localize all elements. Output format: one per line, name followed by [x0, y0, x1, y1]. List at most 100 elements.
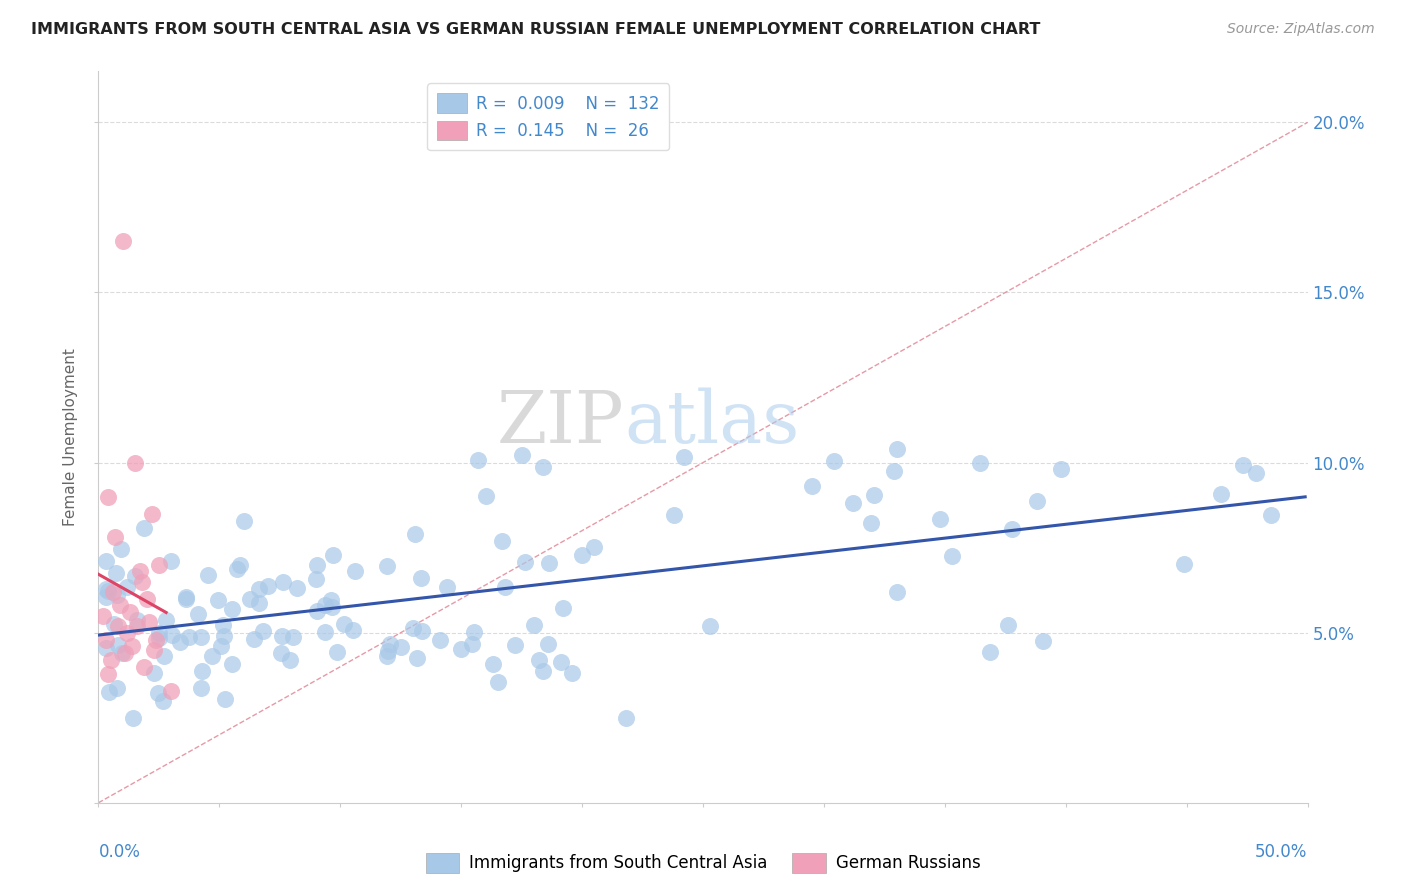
Point [124, 456, 146, 470]
Point [138, 615, 160, 630]
Point [131, 574, 153, 589]
Y-axis label: Female Unemployment: Female Unemployment [63, 348, 79, 526]
Point [531, 459, 554, 474]
Point [863, 488, 886, 502]
Point [148, 558, 170, 572]
Point [411, 624, 433, 639]
Point [190, 630, 212, 644]
Text: atlas: atlas [624, 387, 800, 458]
Point [114, 646, 136, 660]
Point [174, 591, 197, 606]
Point [886, 442, 908, 456]
Point [377, 644, 399, 658]
Point [531, 664, 554, 678]
Point [326, 644, 349, 658]
Point [342, 623, 364, 637]
Point [536, 637, 558, 651]
Point [124, 568, 146, 582]
Text: IMMIGRANTS FROM SOUTH CENTRAL ASIA VS GERMAN RUSSIAN FEMALE UNEMPLOYMENT CORRELA: IMMIGRANTS FROM SOUTH CENTRAL ASIA VS GE… [31, 22, 1040, 37]
Point [148, 625, 170, 640]
Point [91, 608, 114, 623]
Text: Source: ZipAtlas.com: Source: ZipAtlas.com [1227, 22, 1375, 37]
Point [221, 657, 243, 672]
Point [127, 619, 149, 633]
Point [207, 593, 229, 607]
Point [281, 630, 304, 644]
Point [270, 647, 292, 661]
Point [664, 508, 686, 522]
Point [239, 591, 262, 606]
Point [271, 629, 294, 643]
Point [160, 628, 183, 642]
Point [491, 534, 513, 549]
Text: 50.0%: 50.0% [1256, 843, 1308, 861]
Point [94, 582, 117, 597]
Point [997, 618, 1019, 632]
Point [190, 681, 212, 696]
Point [314, 599, 336, 613]
Point [111, 646, 134, 660]
Point [103, 617, 125, 632]
Point [305, 604, 328, 618]
Point [842, 495, 865, 509]
Point [551, 601, 574, 615]
Point [187, 607, 209, 622]
Point [523, 618, 546, 632]
Point [143, 642, 166, 657]
Point [467, 453, 489, 467]
Point [211, 618, 233, 632]
Text: ZIP: ZIP [496, 387, 624, 458]
Point [128, 565, 150, 579]
Point [406, 650, 429, 665]
Point [1260, 508, 1282, 522]
Point [886, 585, 908, 599]
Point [101, 585, 124, 599]
Point [271, 574, 294, 589]
Point [463, 624, 485, 639]
Point [117, 580, 139, 594]
Point [97, 584, 120, 599]
Point [503, 638, 526, 652]
Point [159, 554, 181, 568]
Point [510, 448, 533, 462]
Point [321, 592, 343, 607]
Point [117, 625, 139, 640]
Point [152, 694, 174, 708]
Point [513, 555, 536, 569]
Point [344, 564, 367, 578]
Point [134, 520, 156, 534]
Point [800, 478, 823, 492]
Text: 0.0%: 0.0% [98, 843, 141, 861]
Point [94, 554, 117, 568]
Point [197, 568, 219, 582]
Legend: Immigrants from South Central Asia, German Russians: Immigrants from South Central Asia, Germ… [419, 847, 987, 880]
Point [141, 507, 163, 521]
Point [929, 512, 952, 526]
Point [321, 600, 343, 615]
Point [332, 617, 354, 632]
Point [450, 642, 472, 657]
Point [314, 625, 336, 640]
Point [252, 624, 274, 639]
Point [135, 591, 157, 606]
Point [1001, 522, 1024, 536]
Point [243, 632, 266, 646]
Point [256, 579, 278, 593]
Point [673, 450, 696, 464]
Point [247, 582, 270, 596]
Point [121, 711, 143, 725]
Point [107, 619, 129, 633]
Point [247, 597, 270, 611]
Point [287, 581, 309, 595]
Point [225, 562, 247, 576]
Point [969, 456, 991, 470]
Point [1026, 494, 1049, 508]
Point [118, 605, 141, 619]
Point [582, 540, 605, 554]
Point [153, 648, 176, 663]
Point [97, 666, 120, 681]
Point [209, 639, 232, 653]
Point [169, 635, 191, 649]
Point [98, 685, 121, 699]
Point [110, 542, 132, 557]
